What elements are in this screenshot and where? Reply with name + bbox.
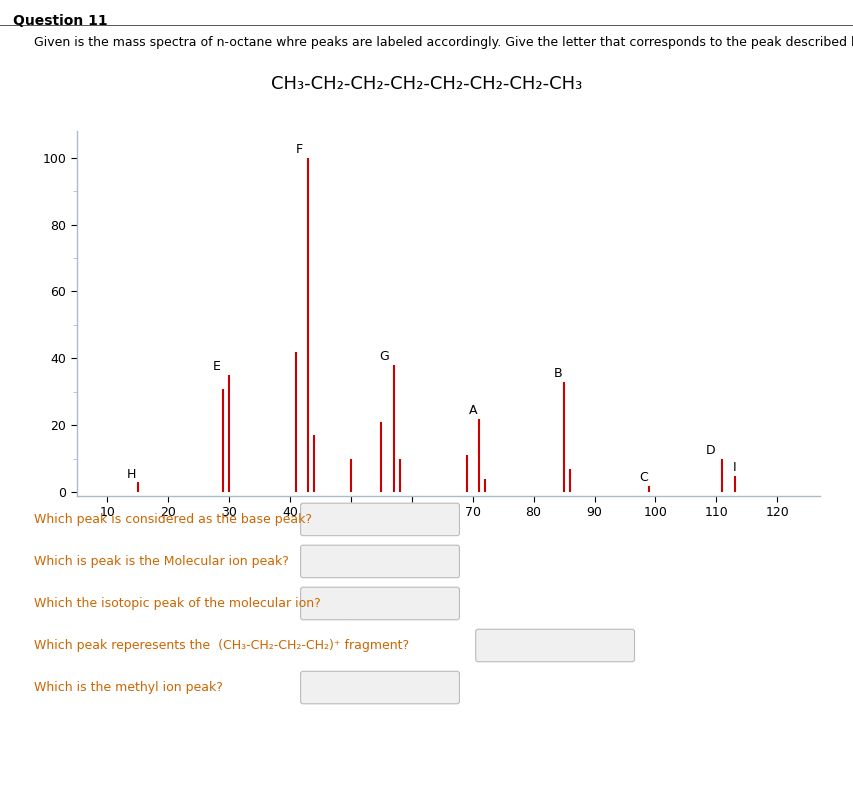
Text: C: C bbox=[638, 471, 647, 484]
Text: B: B bbox=[553, 367, 561, 380]
Text: Which peak reperesents the  (CH₃-CH₂-CH₂-CH₂)⁺ fragment?: Which peak reperesents the (CH₃-CH₂-CH₂-… bbox=[34, 639, 409, 652]
Text: F: F bbox=[295, 143, 302, 156]
Text: Which is the methyl ion peak?: Which is the methyl ion peak? bbox=[34, 681, 223, 694]
Text: A: A bbox=[468, 404, 477, 417]
Text: H: H bbox=[127, 468, 136, 481]
Text: Question 11: Question 11 bbox=[13, 14, 107, 29]
Text: G: G bbox=[379, 351, 389, 363]
Text: I: I bbox=[732, 461, 735, 474]
Text: E: E bbox=[212, 361, 221, 374]
Text: D: D bbox=[705, 444, 714, 457]
Text: Which the isotopic peak of the molecular ion?: Which the isotopic peak of the molecular… bbox=[34, 597, 321, 610]
Text: Which peak is considered as the base peak?: Which peak is considered as the base pea… bbox=[34, 513, 312, 526]
Text: Given is the mass spectra of n-octane whre peaks are labeled accordingly. Give t: Given is the mass spectra of n-octane wh… bbox=[34, 36, 853, 48]
Text: CH₃-CH₂-CH₂-CH₂-CH₂-CH₂-CH₂-CH₃: CH₃-CH₂-CH₂-CH₂-CH₂-CH₂-CH₂-CH₃ bbox=[271, 75, 582, 94]
Text: Which is peak is the Molecular ion peak?: Which is peak is the Molecular ion peak? bbox=[34, 555, 288, 568]
